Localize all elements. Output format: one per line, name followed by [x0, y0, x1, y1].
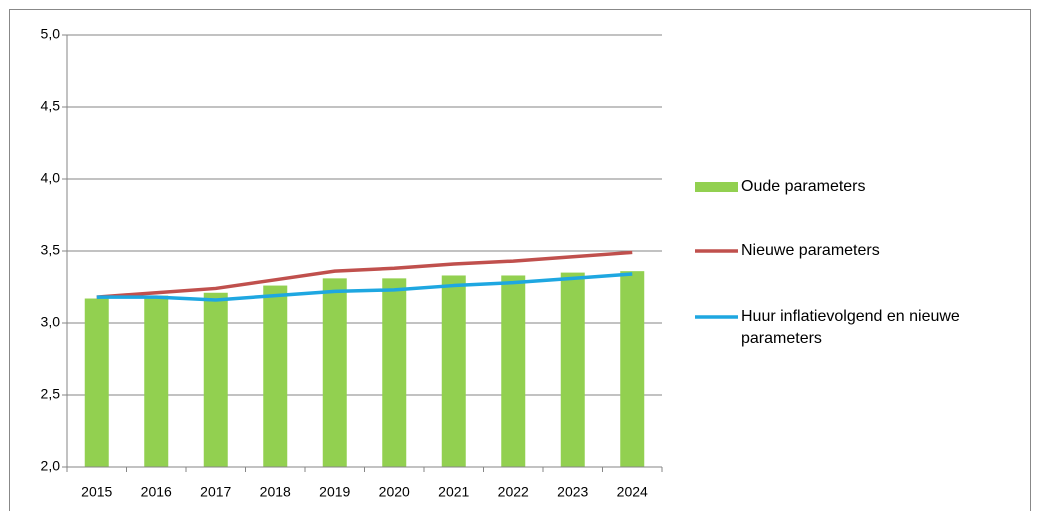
- bar: [144, 295, 169, 467]
- bar: [84, 298, 109, 467]
- bar: [263, 285, 288, 467]
- y-tick-label: 4,0: [41, 170, 61, 186]
- y-tick-label: 2,0: [41, 458, 61, 474]
- y-tick-label: 3,5: [41, 242, 61, 258]
- line-series: [96, 250, 633, 299]
- y-tick-label: 2,5: [41, 386, 61, 402]
- x-tick-label: 2023: [557, 484, 588, 500]
- legend-label: Huur inflatievolgend en nieuwe parameter…: [741, 308, 960, 347]
- x-tick-label: 2017: [200, 484, 231, 500]
- x-tick-label: 2021: [438, 484, 469, 500]
- bar: [501, 275, 526, 467]
- x-tick-label: 2015: [81, 484, 112, 500]
- bar: [620, 271, 645, 467]
- x-tick-label: 2024: [617, 484, 648, 500]
- y-tick-label: 5,0: [41, 26, 61, 42]
- bar: [203, 292, 228, 467]
- x-tick-label: 2019: [319, 484, 350, 500]
- legend-swatch: [695, 182, 738, 192]
- y-tick-label: 4,5: [41, 98, 61, 114]
- x-tick-label: 2018: [260, 484, 291, 500]
- bar: [441, 275, 466, 467]
- line-series: [96, 272, 633, 302]
- x-tick-label: 2022: [498, 484, 529, 500]
- x-tick-label: 2016: [141, 484, 172, 500]
- bar: [322, 278, 347, 467]
- y-tick-label: 3,0: [41, 314, 61, 330]
- bar: [382, 278, 407, 467]
- x-tick-label: 2020: [379, 484, 410, 500]
- bar: [560, 272, 585, 467]
- legend-label: Nieuwe parameters: [741, 242, 880, 259]
- legend-label: Oude parameters: [741, 178, 866, 195]
